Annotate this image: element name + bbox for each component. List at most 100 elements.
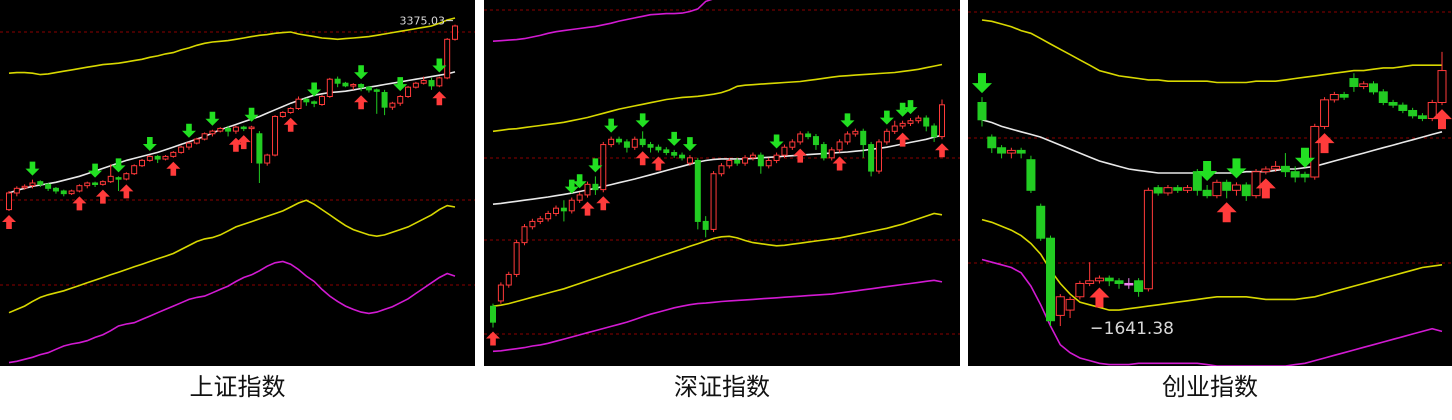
candle-body xyxy=(497,284,504,302)
candle-body xyxy=(1036,205,1046,239)
candle xyxy=(765,157,772,169)
candle xyxy=(860,128,867,158)
candle-body xyxy=(29,182,36,187)
candle-body xyxy=(694,159,701,222)
sell-arrow-icon xyxy=(205,111,220,126)
candle xyxy=(805,131,812,140)
candle-body xyxy=(217,127,224,132)
candle-body xyxy=(844,133,851,143)
candle-body xyxy=(860,130,867,146)
candle-body xyxy=(444,38,451,79)
candle xyxy=(287,107,294,114)
candle xyxy=(1173,184,1183,193)
candle xyxy=(820,141,827,161)
candle xyxy=(99,180,106,186)
buy-arrow-icon xyxy=(354,95,369,110)
buy-arrow-icon xyxy=(2,214,16,229)
candle-body xyxy=(592,183,599,191)
sell-arrow-icon xyxy=(354,65,369,80)
candle xyxy=(616,136,623,145)
candle-body xyxy=(584,183,591,196)
candle xyxy=(875,139,882,174)
candle xyxy=(162,155,169,161)
buy-arrow-icon xyxy=(832,156,847,171)
candle-body xyxy=(931,125,938,138)
buy-arrow-icon xyxy=(95,189,110,204)
candle xyxy=(154,155,161,164)
middle-band xyxy=(492,134,943,205)
candle xyxy=(797,131,804,145)
candle-body xyxy=(987,136,997,149)
candle-body xyxy=(915,117,922,122)
candle xyxy=(742,155,749,166)
candle-body xyxy=(600,144,607,191)
candle xyxy=(1437,51,1447,106)
lower-band xyxy=(981,218,1443,311)
candle-body xyxy=(852,130,859,135)
candle xyxy=(397,95,404,106)
buy-arrow-icon xyxy=(236,135,251,150)
sell-arrow-icon xyxy=(393,77,408,92)
candle xyxy=(52,186,59,194)
candle xyxy=(295,96,302,110)
candle-body xyxy=(342,82,349,87)
candle-body xyxy=(365,86,372,91)
candle-body xyxy=(389,102,396,108)
candle-body xyxy=(513,242,520,275)
sell-arrow-icon xyxy=(181,123,196,138)
candle-body xyxy=(13,187,20,194)
upper-band xyxy=(8,17,456,76)
candle xyxy=(1085,262,1095,287)
candle xyxy=(1143,187,1153,292)
candle-body xyxy=(1378,91,1388,103)
caption-chinext: 创业指数 xyxy=(1162,373,1258,401)
shanghai-index-chart: 3375.03 xyxy=(0,15,475,364)
candle-body xyxy=(436,77,443,87)
candle xyxy=(836,139,843,153)
candle xyxy=(1320,97,1330,130)
candle xyxy=(123,172,130,181)
candle-body xyxy=(899,122,906,127)
candle-body xyxy=(789,141,796,148)
candle-body xyxy=(311,101,318,104)
candle-body xyxy=(1085,280,1095,284)
candle-body xyxy=(883,130,890,143)
candle-body xyxy=(232,126,239,132)
candle xyxy=(170,151,177,158)
candle xyxy=(420,76,427,85)
candle-body xyxy=(1329,94,1339,101)
candle-body xyxy=(256,133,263,164)
buy-arrow-icon xyxy=(283,117,298,132)
candle xyxy=(107,164,114,183)
candle-body xyxy=(1231,184,1241,191)
candle xyxy=(1134,278,1144,297)
candle-body xyxy=(671,152,678,156)
candle xyxy=(1408,107,1418,119)
candle-body xyxy=(1104,277,1114,282)
candle-body xyxy=(92,182,99,185)
candle-body xyxy=(452,25,458,40)
candle xyxy=(1300,171,1310,183)
sell-arrow-icon xyxy=(604,118,619,133)
candle-body xyxy=(154,155,161,160)
candle xyxy=(608,136,615,148)
candle xyxy=(1222,179,1232,199)
candle xyxy=(1231,182,1241,196)
buy-arrow-icon xyxy=(635,151,650,166)
candle xyxy=(560,200,567,222)
candle-body xyxy=(1339,94,1349,98)
candle xyxy=(428,77,435,90)
outer-upper-band xyxy=(492,0,713,42)
candle xyxy=(592,176,599,195)
candle xyxy=(1251,169,1261,199)
middle-band xyxy=(8,71,456,194)
candle-body xyxy=(686,157,693,164)
candle xyxy=(1212,179,1222,199)
candle xyxy=(553,205,560,217)
candle-body xyxy=(1212,181,1222,197)
candle xyxy=(600,141,607,193)
candle xyxy=(405,85,412,98)
candle-body xyxy=(647,144,654,148)
sell-arrow-icon xyxy=(432,58,447,73)
candle-body xyxy=(797,133,804,143)
